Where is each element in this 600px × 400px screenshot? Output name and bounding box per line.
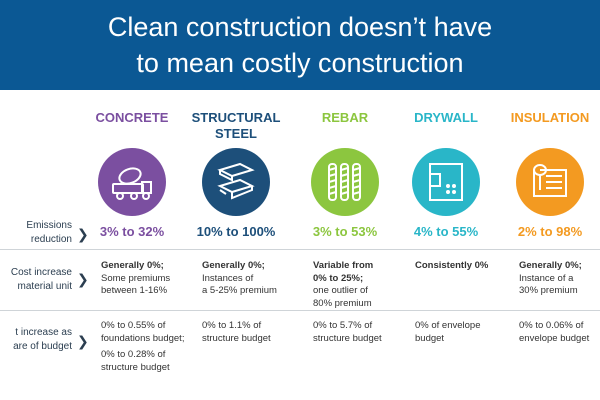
cost-unit-insulation: Generally 0%; Instance of a 30% premium: [519, 260, 582, 296]
concrete-circle: [98, 148, 166, 216]
cost-unit-drywall: Consistently 0%: [415, 260, 489, 271]
drywall-icon: [429, 163, 463, 201]
cost-unit-rebar: Variable from 0% to 25%; one outlier of …: [313, 260, 374, 309]
budget-drywall: 0% of envelope budget: [415, 320, 481, 344]
material-name: INSULATION: [510, 110, 590, 125]
emissions-value: 4% to 55%: [413, 224, 479, 239]
rebar-icon: [328, 163, 361, 201]
budget-steel: 0% to 1.1% of structure budget: [202, 320, 271, 344]
budget-rebar: 0% to 5.7% of structure budget: [313, 320, 382, 344]
rebar-circle: [311, 148, 379, 216]
steel-circle: [202, 148, 270, 216]
page-title: Clean construction doesn’t have to mean …: [0, 9, 600, 81]
cost-unit-concrete: Generally 0%; Some premiums between 1-16…: [101, 260, 171, 296]
steel-beam-icon: [217, 162, 255, 200]
drywall-circle: [412, 148, 480, 216]
emissions-value: 3% to 53%: [312, 224, 378, 239]
title-line-1: Clean construction doesn’t have: [107, 12, 493, 42]
divider: [0, 249, 600, 250]
material-name: REBAR: [321, 110, 369, 125]
row-label-cost-unit: Cost increase material unit: [10, 267, 72, 292]
cost-unit-steel: Generally 0%; Instances of a 5-25% premi…: [202, 260, 277, 296]
budget-insulation: 0% to 0.06% of envelope budget: [519, 320, 590, 344]
insulation-circle: [516, 148, 584, 216]
chevron-right-icon: ❯: [77, 271, 89, 287]
budget-concrete: 0% to 0.55% of foundations budget; 0% to…: [101, 320, 185, 373]
divider: [0, 310, 600, 311]
material-name: DRYWALL: [414, 110, 478, 125]
material-name: CONCRETE: [95, 110, 169, 125]
title-banner: Clean construction doesn’t have to mean …: [0, 0, 600, 90]
emissions-value: 2% to 98%: [517, 224, 583, 239]
chevron-right-icon: ❯: [77, 333, 89, 349]
concrete-mixer-icon: [112, 167, 152, 200]
emissions-value: 3% to 32%: [99, 224, 165, 239]
row-label-cost-budget: t increase as are of budget: [13, 327, 72, 352]
row-label-emissions: Emissions reduction: [26, 220, 72, 245]
emissions-value: 10% to 100%: [196, 224, 276, 239]
chevron-right-icon: ❯: [77, 226, 89, 242]
insulation-roll-icon: [533, 164, 567, 197]
material-name: STRUCTURAL STEEL: [191, 110, 281, 141]
title-line-2: to mean costly construction: [136, 48, 464, 78]
